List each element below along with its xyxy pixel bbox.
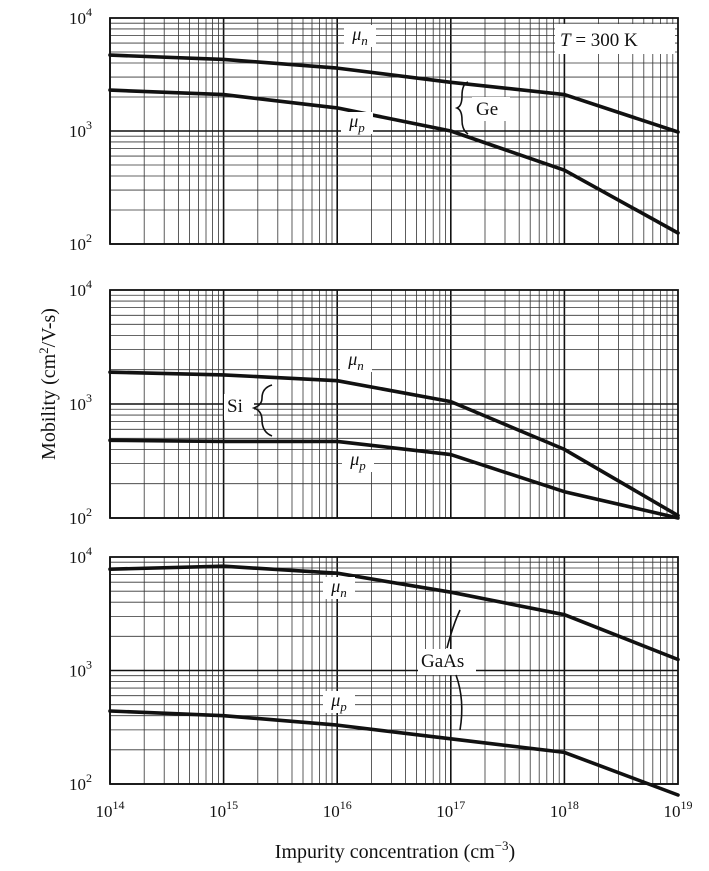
label-backdrop	[418, 649, 476, 675]
y-tick-label: 102	[69, 505, 92, 528]
curve-label-mu-p: μp	[349, 449, 366, 473]
y-tick-label: 103	[69, 118, 92, 141]
y-axis-title: Mobility (cm2/V-s)	[36, 308, 60, 460]
x-axis-title: Impurity concentration (cm−3)	[275, 838, 515, 863]
label-backdrop	[340, 350, 372, 372]
y-tick-label: 104	[69, 544, 92, 567]
x-tick-label: 1018	[550, 798, 579, 821]
label-backdrop	[344, 25, 376, 47]
x-tick-label: 1015	[209, 798, 238, 821]
label-backdrop	[224, 394, 254, 420]
series-ge-mu-n	[108, 53, 680, 134]
brace	[251, 384, 273, 437]
material-label-si: Si	[227, 396, 243, 417]
plot-frame	[109, 556, 679, 785]
series-gaas-mu-n	[108, 564, 680, 662]
curve-label-mu-p: μp	[330, 690, 347, 714]
series-ge-mu-p	[108, 88, 680, 235]
leader-line-mu-p	[455, 674, 463, 731]
y-tick-label: 102	[69, 231, 92, 254]
label-backdrop	[555, 24, 675, 54]
grid	[109, 557, 678, 785]
y-tick-label: 104	[69, 277, 92, 300]
curve-label-mu-p: μp	[348, 111, 365, 135]
temperature-annotation: T = 300 K	[560, 30, 638, 51]
x-tick-label: 1016	[323, 798, 352, 821]
curve-label-mu-n: μn	[347, 349, 364, 373]
material-label-ge: Ge	[476, 99, 498, 120]
y-tick-label: 102	[69, 771, 92, 794]
x-tick-label: 1017	[436, 798, 465, 821]
x-axis-label: Impurity concentration (cm−3)	[275, 838, 515, 863]
y-tick-label: 104	[69, 5, 92, 28]
grid	[109, 290, 678, 519]
panel-ge: 102 103 104 μn μp Ge T = 300 K	[69, 5, 680, 254]
y-tick-label: 103	[69, 658, 92, 681]
series-si-mu-p	[108, 438, 680, 520]
curve-label-mu-n: μn	[330, 576, 347, 600]
grid	[109, 18, 678, 245]
curve-label-mu-n: μn	[351, 24, 368, 48]
panel-si: 102 103 104 μn μp Si	[69, 277, 680, 528]
label-backdrop	[323, 577, 355, 599]
brace	[454, 81, 469, 135]
label-backdrop	[342, 450, 374, 472]
series-gaas-mu-p	[108, 709, 680, 797]
label-backdrop	[341, 112, 373, 134]
y-tick-label: 103	[69, 391, 92, 414]
label-backdrop	[323, 691, 355, 713]
panel-gaas: 102 103 104 μn μp GaAs 1014 1015 1016 1017 1018 101…	[69, 544, 693, 821]
x-tick-label: 1019	[664, 798, 693, 821]
plot-frame	[109, 289, 679, 519]
y-axis-label: Mobility (cm2/V-s)	[36, 308, 60, 460]
x-tick-label: 1014	[96, 798, 125, 821]
material-label-gaas: GaAs	[421, 651, 464, 672]
label-backdrop	[472, 97, 510, 121]
series-si-mu-n	[108, 370, 680, 518]
leader-line-mu-n	[446, 609, 461, 649]
